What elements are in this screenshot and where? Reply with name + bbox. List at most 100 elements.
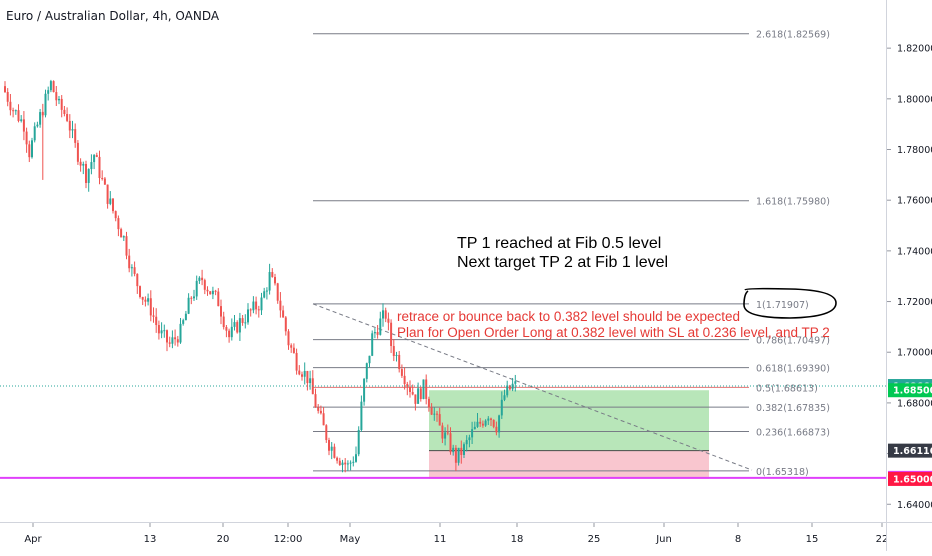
candle-body bbox=[503, 395, 506, 400]
candle-body bbox=[68, 120, 71, 131]
price-scale[interactable]: 1.82000 1.80000 1.78000 1.76000 1.74000 1.720… bbox=[886, 0, 932, 522]
axis-corner bbox=[886, 522, 932, 551]
candle-body bbox=[344, 462, 347, 465]
candle-body bbox=[506, 385, 509, 396]
candle-body bbox=[141, 297, 144, 300]
candle-body bbox=[301, 374, 303, 377]
candle-body bbox=[198, 277, 201, 281]
time-tick-label: 20 bbox=[217, 534, 230, 545]
candle-body bbox=[25, 131, 28, 145]
candle-body bbox=[31, 140, 33, 158]
candle-body bbox=[211, 290, 214, 295]
price-label-badge[interactable] bbox=[888, 443, 932, 458]
fib-label: 0.5(1.68613) bbox=[756, 383, 818, 394]
candle-body bbox=[249, 309, 252, 311]
candle-body bbox=[155, 316, 158, 326]
candle-body bbox=[376, 332, 379, 335]
candle-body bbox=[463, 444, 465, 455]
symbol-title[interactable]: Euro / Australian Dollar, 4h, OANDA bbox=[6, 9, 220, 23]
price-tick-label: 1.68000 bbox=[897, 398, 932, 409]
candle-body bbox=[400, 369, 403, 376]
trend-line[interactable] bbox=[312, 303, 753, 471]
candle-body bbox=[371, 333, 374, 356]
candle-body bbox=[490, 418, 492, 420]
candle-body bbox=[406, 384, 409, 387]
candle-body bbox=[446, 432, 449, 434]
price-tick-label: 1.72000 bbox=[897, 297, 932, 308]
price-label-badge[interactable] bbox=[888, 383, 932, 398]
price-tick-label: 1.74000 bbox=[897, 246, 932, 257]
candle-body bbox=[368, 355, 371, 364]
candle-body bbox=[325, 425, 328, 441]
time-tick-label: 8 bbox=[735, 534, 741, 545]
candle-body bbox=[163, 330, 166, 332]
price-tick-label: 1.76000 bbox=[897, 196, 932, 207]
candle-body bbox=[206, 289, 209, 292]
candle-body bbox=[382, 310, 384, 319]
candle-body bbox=[476, 421, 479, 427]
candle-body bbox=[484, 420, 487, 426]
candle-body bbox=[52, 81, 55, 93]
candle-body bbox=[419, 388, 422, 400]
candle-body bbox=[390, 322, 393, 347]
candle-body bbox=[114, 211, 117, 219]
price-tick-label: 1.80000 bbox=[897, 94, 932, 105]
candle-body bbox=[252, 301, 255, 311]
candle-body bbox=[395, 354, 398, 356]
candle-body bbox=[117, 218, 120, 230]
candle-body bbox=[12, 110, 15, 112]
candle-body bbox=[133, 267, 136, 274]
candle-body bbox=[487, 418, 490, 421]
fib-label: 0.618(1.69390) bbox=[756, 364, 830, 375]
candle-body bbox=[71, 129, 74, 131]
fibonacci-levels: 2.618(1.82569) 1.618(1.75980) 1(1.71907) 0.… bbox=[313, 30, 830, 478]
candle-body bbox=[403, 375, 406, 385]
candle-body bbox=[190, 297, 193, 299]
candle-body bbox=[109, 198, 112, 204]
time-tick-label: 12:00 bbox=[274, 534, 303, 545]
candle-body bbox=[379, 318, 382, 335]
time-axis[interactable]: Apr 13 20 12:00 May 11 18 25 Jun 8 15 22 bbox=[0, 522, 888, 551]
candle-body bbox=[298, 370, 301, 375]
candle-body bbox=[17, 110, 20, 121]
candle-body bbox=[387, 318, 390, 323]
candle-body bbox=[203, 280, 206, 290]
candle-body bbox=[481, 423, 484, 426]
candle-body bbox=[346, 463, 349, 465]
candle-body bbox=[314, 394, 317, 408]
candle-body bbox=[265, 290, 268, 292]
candle-body bbox=[473, 426, 476, 430]
candle-body bbox=[427, 398, 430, 408]
candle-body bbox=[187, 297, 190, 314]
fib-label: 2.618(1.82569) bbox=[756, 30, 830, 41]
candle-body bbox=[241, 318, 244, 323]
candle-body bbox=[225, 327, 228, 331]
candle-body bbox=[303, 370, 306, 377]
candle-body bbox=[63, 109, 66, 114]
candle-body bbox=[9, 101, 12, 111]
candle-body bbox=[352, 461, 355, 463]
profit-zone[interactable] bbox=[429, 390, 709, 451]
candle-body bbox=[98, 156, 101, 179]
candle-body bbox=[6, 92, 9, 102]
highlight-ellipse[interactable] bbox=[743, 287, 837, 319]
candle-body bbox=[20, 119, 23, 121]
candle-body bbox=[144, 299, 147, 302]
candle-body bbox=[128, 255, 131, 269]
price-scale-canvas: 1.82000 1.80000 1.78000 1.76000 1.74000 1.720… bbox=[887, 44, 932, 511]
candle-body bbox=[398, 354, 401, 370]
candle-body bbox=[292, 347, 295, 353]
candlesticks bbox=[4, 79, 517, 473]
price-label-badge[interactable] bbox=[888, 471, 932, 486]
price-tick-label: 1.78000 bbox=[897, 145, 932, 156]
candle-body bbox=[436, 413, 438, 415]
candle-body bbox=[268, 272, 271, 291]
loss-zone[interactable] bbox=[429, 450, 709, 479]
candle-body bbox=[328, 440, 330, 451]
candle-body bbox=[60, 98, 63, 110]
price-label-text: 1.65000 bbox=[893, 474, 932, 485]
candle-body bbox=[295, 352, 298, 371]
candle-body bbox=[4, 86, 6, 93]
